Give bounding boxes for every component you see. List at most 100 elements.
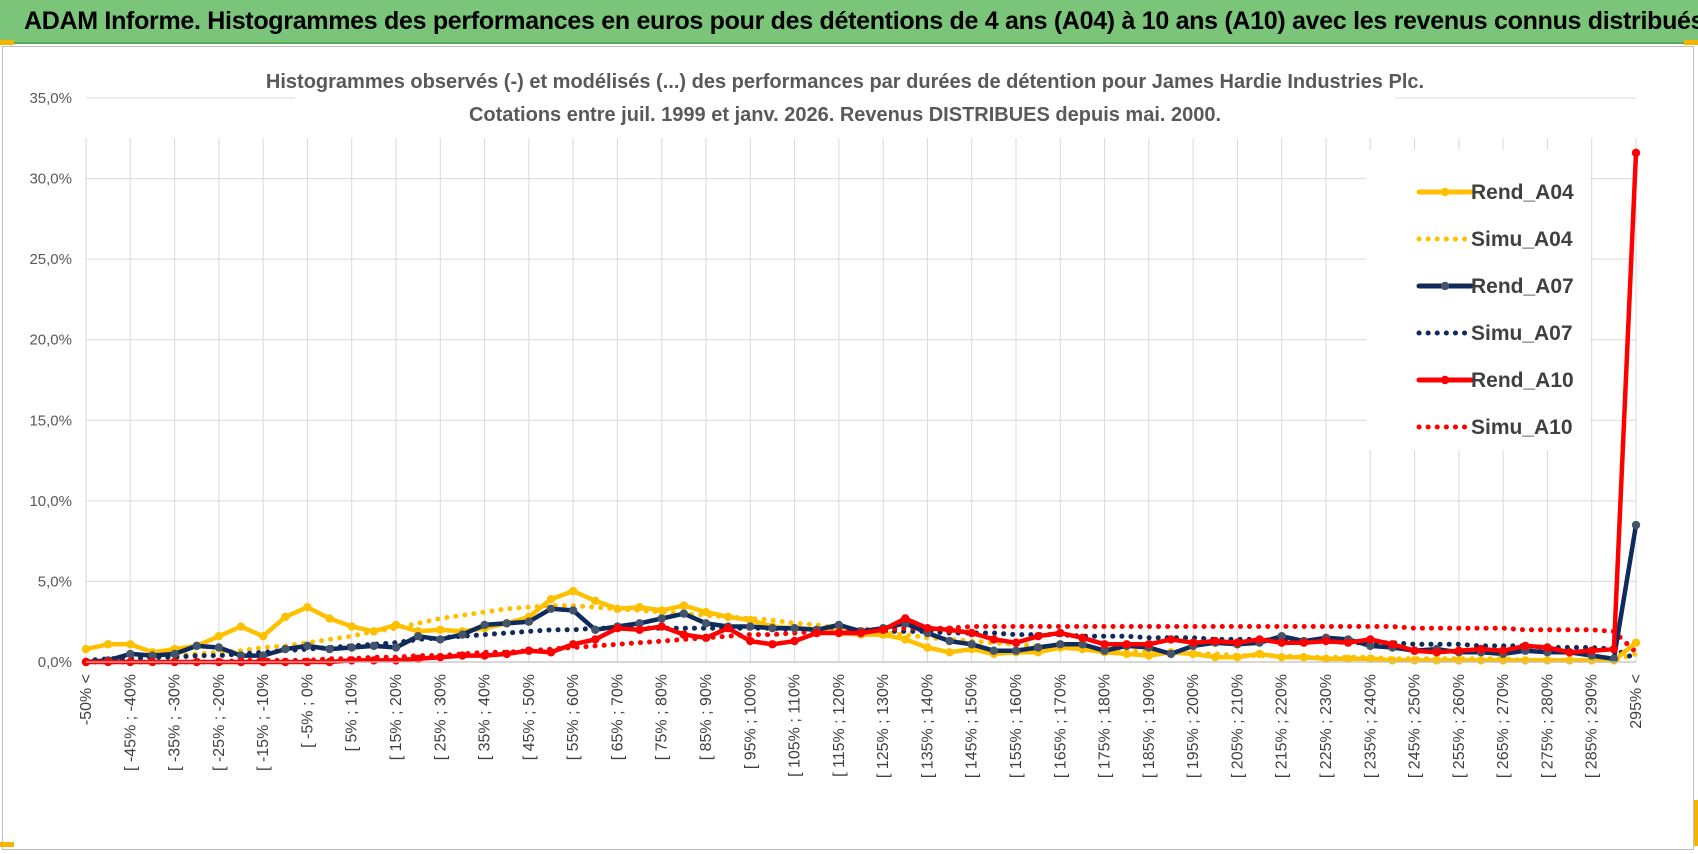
data-point-rend-a04 (1476, 656, 1486, 665)
data-point-rend-a04 (701, 607, 711, 617)
data-point-rend-a07 (303, 641, 312, 651)
data-point-rend-a10 (834, 628, 844, 638)
data-point-rend-a04 (1565, 656, 1574, 665)
data-point-rend-a10 (945, 625, 954, 634)
data-point-rend-a04 (568, 586, 578, 596)
x-tick-label: [ 175% ; 180% (1097, 674, 1114, 778)
corner-mark-top-left (0, 40, 14, 45)
data-point-rend-a10 (347, 656, 356, 665)
data-point-rend-a10 (1011, 638, 1021, 647)
x-tick-label: [ 255% ; 260% (1451, 674, 1468, 778)
data-point-rend-a07 (1078, 640, 1087, 649)
legend-label-rend-a04: Rend_A04 (1471, 181, 1574, 204)
data-point-rend-a07 (258, 651, 268, 660)
data-point-rend-a04 (723, 612, 733, 622)
data-point-rend-a10 (901, 614, 910, 623)
x-tick-label: [ -25% ; -20% (211, 674, 228, 771)
x-tick-label: [ 85% ; 90% (698, 674, 715, 760)
data-point-rend-a10 (524, 646, 534, 655)
x-tick-label: [ 205% ; 210% (1229, 674, 1246, 778)
data-point-rend-a04 (923, 643, 932, 652)
data-point-rend-a07 (834, 620, 844, 630)
legend: Rend_A04 Simu_A04 Rend_A07 Simu_A07 Rend_A10… (1366, 150, 1590, 450)
data-point-rend-a07 (635, 619, 644, 628)
data-point-rend-a07 (1277, 632, 1286, 641)
data-point-rend-a04 (1211, 652, 1220, 662)
data-point-rend-a07 (236, 651, 246, 660)
x-tick-label: [ 135% ; 140% (919, 674, 936, 778)
data-point-rend-a07 (945, 636, 954, 646)
data-point-rend-a07 (524, 617, 534, 626)
chart-title-background (295, 66, 1395, 130)
data-point-rend-a10 (1233, 638, 1242, 647)
legend-label-simu-a04: Simu_A04 (1471, 228, 1573, 251)
legend-label-simu-a07: Simu_A07 (1471, 322, 1573, 345)
data-point-rend-a04 (303, 603, 312, 612)
data-point-rend-a10 (480, 651, 489, 660)
data-point-rend-a04 (325, 614, 334, 623)
data-point-rend-a07 (502, 619, 511, 628)
data-point-rend-a07 (591, 625, 600, 634)
x-tick-label: [ 75% ; 80% (654, 674, 671, 760)
axis-layer: 0,0% 5,0% 10,0% 15,0% 20,0% 25,0% 30,0% 35,0% -5… (29, 90, 1645, 778)
data-point-rend-a10 (1056, 628, 1065, 638)
data-point-rend-a07 (214, 643, 224, 652)
x-tick-label: [ 145% ; 150% (964, 674, 981, 778)
data-point-rend-a04 (613, 604, 622, 614)
data-point-rend-a07 (679, 609, 689, 618)
data-point-rend-a10 (1277, 638, 1286, 647)
x-tick-label: [ -45% ; -40% (122, 674, 139, 771)
data-point-rend-a10 (1188, 638, 1198, 647)
data-point-rend-a10 (568, 640, 578, 649)
data-point-rend-a10 (878, 625, 888, 634)
series-layer (81, 148, 1641, 667)
x-tick-label: [ 105% ; 110% (787, 674, 804, 777)
data-point-rend-a07 (1631, 520, 1641, 530)
data-point-rend-a10 (657, 622, 666, 631)
data-point-rend-a07 (347, 643, 356, 652)
data-point-rend-a10 (856, 628, 866, 638)
data-point-rend-a07 (790, 623, 799, 633)
data-point-rend-a04 (1366, 654, 1375, 663)
data-point-rend-a04 (546, 594, 556, 604)
data-point-rend-a07 (1166, 649, 1176, 659)
data-point-rend-a04 (635, 603, 644, 612)
corner-mark-bottom-right (1694, 800, 1698, 846)
x-tick-label: [ 275% ; 280% (1539, 674, 1556, 778)
data-point-rend-a04 (1144, 651, 1154, 660)
legend-marker-rend-a07 (1440, 281, 1450, 291)
x-tick-label: [ 65% ; 70% (609, 674, 626, 760)
data-point-rend-a04 (1277, 652, 1286, 662)
data-point-rend-a10 (989, 635, 999, 644)
data-point-rend-a07 (369, 641, 379, 651)
x-tick-label: [ 265% ; 270% (1495, 674, 1512, 778)
x-tick-label: [ 165% ; 170% (1052, 674, 1069, 778)
data-point-rend-a07 (1366, 641, 1375, 651)
data-point-rend-a10 (635, 625, 644, 634)
data-point-rend-a10 (1299, 638, 1309, 647)
data-point-rend-a10 (1033, 632, 1043, 641)
y-tick-label: 20,0% (29, 332, 72, 349)
legend-label-rend-a10: Rend_A10 (1471, 369, 1574, 392)
x-tick-label: [ 155% ; 160% (1008, 674, 1025, 778)
data-point-rend-a07 (413, 632, 423, 641)
data-point-rend-a07 (192, 641, 201, 651)
data-point-rend-a04 (369, 627, 379, 636)
series-line-simu-a10 (83, 624, 1639, 665)
data-point-rend-a10 (746, 636, 755, 646)
data-point-rend-a10 (1388, 640, 1397, 649)
data-point-rend-a07 (746, 622, 755, 631)
data-point-rend-a10 (1321, 636, 1331, 646)
data-point-rend-a10 (1343, 638, 1353, 647)
data-point-rend-a07 (1056, 640, 1065, 649)
x-tick-label: [ 195% ; 200% (1185, 674, 1202, 778)
data-point-rend-a10 (1565, 648, 1574, 657)
data-point-rend-a10 (1631, 148, 1641, 157)
data-point-rend-a04 (1521, 656, 1530, 665)
x-tick-label: [ 25% ; 30% (432, 674, 449, 760)
x-tick-label: [ -15% ; -10% (255, 674, 272, 771)
data-point-rend-a04 (436, 625, 445, 634)
data-point-rend-a04 (1255, 649, 1264, 659)
data-point-rend-a04 (945, 648, 954, 657)
data-point-rend-a04 (1299, 652, 1309, 662)
